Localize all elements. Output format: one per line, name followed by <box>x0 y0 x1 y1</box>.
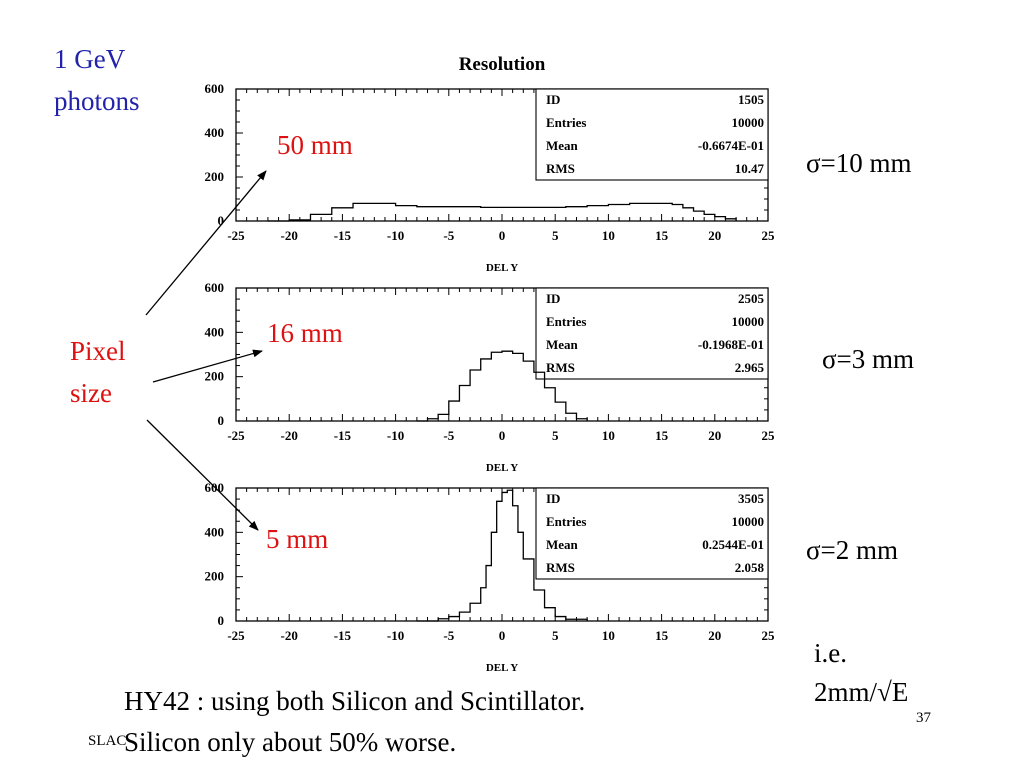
x-tick-label: 5 <box>552 628 559 643</box>
sigma-label-3: σ=3 mm <box>822 344 915 374</box>
x-tick-label: -20 <box>281 628 298 643</box>
stats-box <box>535 287 769 380</box>
page-number: 37 <box>916 710 931 726</box>
y-tick-label: 200 <box>205 169 225 184</box>
y-tick-label: 400 <box>205 125 225 140</box>
y-tick-label: 600 <box>205 280 225 295</box>
x-tick-label: 0 <box>499 628 506 643</box>
footer-line2: Silicon only about 50% worse. <box>124 727 457 757</box>
stats-value: 10000 <box>732 514 765 529</box>
histogram-series-1 <box>267 202 737 222</box>
x-tick-label: 5 <box>552 228 559 243</box>
x-tick-label: -25 <box>227 228 245 243</box>
stats-key: Entries <box>546 514 586 529</box>
y-tick-label: 600 <box>205 81 225 96</box>
size-label-50: 50 mm <box>277 130 353 160</box>
y-tick-label: 200 <box>205 369 225 384</box>
stats-value: 2.965 <box>735 360 765 375</box>
stats-value: -0.1968E-01 <box>698 337 764 352</box>
note-line1: i.e. <box>814 638 847 668</box>
x-tick-label: -10 <box>387 428 404 443</box>
histogram-series-3 <box>416 489 588 622</box>
x-tick-label: -15 <box>334 628 352 643</box>
x-tick-label: 15 <box>655 428 669 443</box>
x-tick-label: 10 <box>602 228 615 243</box>
energy-label-line1: 1 GeV <box>54 44 126 74</box>
stats-key: ID <box>546 491 560 506</box>
x-tick-label: 25 <box>762 428 776 443</box>
x-tick-label: -25 <box>227 428 245 443</box>
x-tick-label: 0 <box>499 428 506 443</box>
chart-title: Resolution <box>459 54 546 75</box>
y-tick-label: 0 <box>218 613 225 628</box>
stats-key: Mean <box>546 537 579 552</box>
sigma-label-10: σ=10 mm <box>806 148 912 178</box>
stats-key: Entries <box>546 115 586 130</box>
stats-key: ID <box>546 291 560 306</box>
arrow-to-5mm <box>146 419 259 531</box>
stats-value: 3505 <box>738 491 765 506</box>
x-tick-label: -20 <box>281 428 298 443</box>
pixel-label-line1: Pixel <box>70 336 126 366</box>
y-tick-label: 200 <box>205 569 225 584</box>
y-tick-label: 400 <box>205 324 225 339</box>
x-axis-label: DEL Y <box>486 262 518 274</box>
x-tick-label: 10 <box>602 428 615 443</box>
stats-value: 0.2544E-01 <box>702 537 764 552</box>
note-line2: 2mm/√E <box>814 677 909 707</box>
stats-key: Mean <box>546 337 579 352</box>
arrow-to-16mm <box>152 349 263 383</box>
stats-key: RMS <box>546 161 575 176</box>
x-tick-label: -5 <box>443 428 454 443</box>
x-axis-label: DEL Y <box>486 462 518 474</box>
x-tick-label: 5 <box>552 428 559 443</box>
x-axis-label: DEL Y <box>486 662 518 674</box>
x-tick-label: 25 <box>762 628 776 643</box>
stats-value: 1505 <box>738 92 765 107</box>
pixel-label-line2: size <box>70 378 112 408</box>
x-tick-label: 25 <box>762 228 776 243</box>
x-tick-label: -5 <box>443 228 454 243</box>
stats-value: 10.47 <box>735 161 765 176</box>
stats-value: 2.058 <box>735 560 765 575</box>
x-tick-label: 15 <box>655 228 669 243</box>
size-label-5: 5 mm <box>266 524 329 554</box>
arrow-to-50mm <box>145 170 267 316</box>
x-tick-label: 20 <box>708 428 721 443</box>
x-tick-label: 20 <box>708 228 721 243</box>
stats-value: 10000 <box>732 115 765 130</box>
x-tick-label: 20 <box>708 628 721 643</box>
slac-label: SLAC <box>88 733 127 749</box>
energy-label-line2: photons <box>54 86 140 116</box>
stats-value: -0.6674E-01 <box>698 138 764 153</box>
stats-key: Entries <box>546 314 586 329</box>
y-tick-label: 0 <box>218 213 225 228</box>
x-tick-label: 0 <box>499 228 506 243</box>
size-label-16: 16 mm <box>267 318 343 348</box>
stats-value: 10000 <box>732 314 765 329</box>
y-tick-label: 0 <box>218 413 225 428</box>
y-tick-label: 400 <box>205 524 225 539</box>
x-tick-label: 15 <box>655 628 669 643</box>
x-tick-label: -15 <box>334 228 352 243</box>
stats-key: Mean <box>546 138 579 153</box>
x-tick-label: -10 <box>387 228 404 243</box>
stats-box <box>535 487 769 580</box>
x-tick-label: -10 <box>387 628 404 643</box>
stats-box <box>535 88 769 181</box>
x-tick-label: -15 <box>334 428 352 443</box>
stats-key: RMS <box>546 360 575 375</box>
stats-key: RMS <box>546 560 575 575</box>
histogram-series-2 <box>416 350 588 422</box>
stats-key: ID <box>546 92 560 107</box>
stats-value: 2505 <box>738 291 765 306</box>
sigma-label-2: σ=2 mm <box>806 535 899 565</box>
x-tick-label: -5 <box>443 628 454 643</box>
footer-line1: HY42 : using both Silicon and Scintillat… <box>124 686 586 716</box>
x-tick-label: -20 <box>281 228 298 243</box>
x-tick-label: -25 <box>227 628 245 643</box>
x-tick-label: 10 <box>602 628 615 643</box>
